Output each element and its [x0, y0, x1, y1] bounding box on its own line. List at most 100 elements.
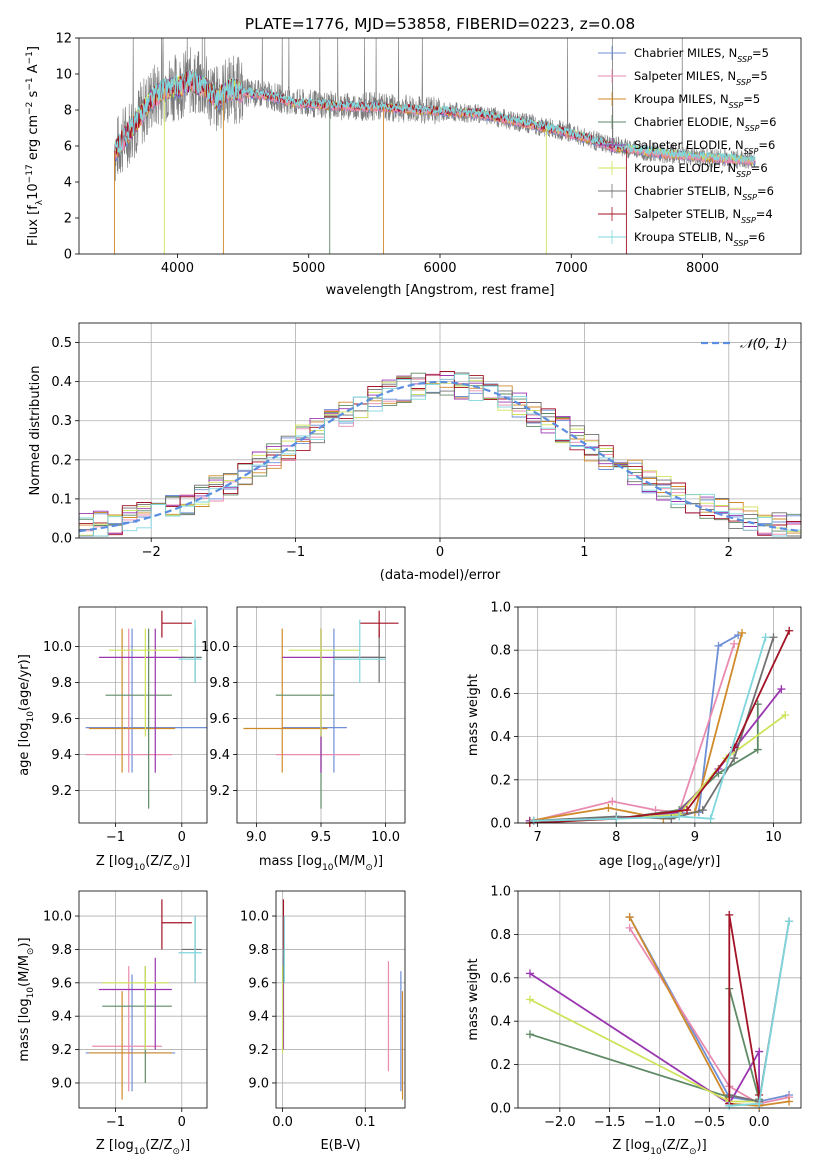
- weight-marker: [785, 1097, 794, 1106]
- y-tick-label: 9.8: [209, 676, 230, 691]
- legend-entry: Kroupa MILES, NSSP=5: [634, 92, 760, 110]
- model-spectrum: [113, 71, 627, 162]
- legend-entry: Salpeter ELODIE, NSSP=6: [634, 138, 775, 156]
- weight-marker: [675, 812, 684, 821]
- legend-entry: Kroupa ELODIE, NSSP=6: [634, 161, 768, 179]
- x-tick-label: −1.0: [644, 1115, 676, 1130]
- weight-line: [533, 636, 775, 822]
- x-tick-label: 0: [178, 1115, 186, 1130]
- y-tick-label: 0.0: [490, 817, 511, 832]
- y-axis-label: age [log10(age/yr)]: [17, 654, 36, 776]
- x-tick-label: 1: [580, 545, 588, 560]
- y-tick-label: 0.2: [51, 453, 72, 468]
- x-tick-label: −1: [106, 1115, 125, 1130]
- y-tick-label: 9.8: [51, 943, 72, 958]
- y-tick-label: 6: [64, 140, 72, 155]
- x-tick-label: −1.5: [594, 1115, 626, 1130]
- y-axis-label: mass [log10(M/M⊙)]: [17, 937, 36, 1061]
- y-tick-label: 9.0: [248, 1076, 269, 1091]
- y-tick-label: 9.2: [51, 1043, 72, 1058]
- weight-marker: [683, 806, 692, 815]
- x-tick-label: 2: [725, 545, 733, 560]
- legend-entry: Kroupa STELIB, NSSP=6: [634, 230, 765, 248]
- weight-marker: [604, 803, 613, 812]
- y-tick-label: 0.5: [51, 336, 72, 351]
- y-tick-label: 10.0: [240, 910, 269, 925]
- weight-marker: [777, 685, 786, 694]
- x-axis-label: Z [log10(Z/Z⊙)]: [612, 1138, 706, 1157]
- weight-marker: [753, 745, 762, 754]
- x-tick-label: −2: [142, 545, 161, 560]
- age_vs_Z-frame: [78, 606, 208, 824]
- x-axis-label: wavelength [Angstrom, rest frame]: [326, 283, 555, 298]
- x-tick-label: −2.0: [544, 1115, 576, 1130]
- y-tick-label: 0.4: [51, 375, 72, 390]
- legend-entry: Chabrier MILES, NSSP=5: [634, 46, 769, 64]
- age_vs_mass-axes: 9.0 9.5 10.0 9.2 9.4 9.6 9.8 10.0: [201, 607, 405, 845]
- y-tick-label: 12: [55, 32, 72, 47]
- y-tick-label: 9.2: [248, 1043, 269, 1058]
- x-tick-label: −1: [286, 545, 305, 560]
- y-tick-label: 0.8: [490, 928, 511, 943]
- weight-line: [529, 714, 786, 823]
- y-tick-label: 0.4: [490, 730, 511, 745]
- weight_vs_age-frame: [517, 606, 802, 824]
- y-tick-label: 1.0: [490, 885, 511, 900]
- weight-line: [628, 927, 790, 1105]
- weight-marker: [625, 923, 634, 932]
- y-tick-label: 9.4: [209, 748, 230, 763]
- y-tick-label: 2: [64, 212, 72, 227]
- y-tick-label: 0.6: [490, 687, 511, 702]
- x-tick-label: 9.5: [311, 830, 332, 845]
- x-axis-label: E(B-V): [320, 1138, 360, 1153]
- residual-histogram: [79, 373, 801, 537]
- model-spectrum: [114, 70, 756, 164]
- weight-marker: [529, 816, 538, 825]
- x-tick-label: 10.0: [371, 830, 400, 845]
- observed-spectrum: [114, 38, 756, 182]
- weight-line: [529, 630, 791, 823]
- weight-marker: [755, 1047, 764, 1056]
- x-tick-label: 0: [436, 545, 444, 560]
- weight-marker: [785, 626, 794, 635]
- weight-marker: [725, 910, 734, 919]
- y-tick-label: 9.2: [209, 784, 230, 799]
- y-tick-label: 4: [64, 176, 72, 191]
- y-tick-label: 9.6: [51, 712, 72, 727]
- weight-marker: [785, 917, 794, 926]
- weight-marker: [738, 628, 747, 637]
- age_vs_mass-frame: [236, 606, 406, 824]
- x-tick-label: 8: [612, 830, 620, 845]
- weight-line: [529, 632, 743, 822]
- weight-marker: [612, 814, 621, 823]
- weight-marker: [608, 797, 617, 806]
- legend-entry: Salpeter MILES, NSSP=5: [634, 69, 768, 87]
- y-axis-label: mass weight: [466, 958, 481, 1040]
- y-tick-label: 9.2: [51, 784, 72, 799]
- spectrum-frame: [78, 37, 802, 255]
- y-tick-label: 0: [64, 248, 72, 263]
- weight-line: [529, 988, 760, 1100]
- y-tick-label: 9.6: [248, 976, 269, 991]
- y-tick-label: 0.2: [490, 1058, 511, 1073]
- legend-entry: Salpeter STELIB, NSSP=4: [634, 207, 773, 225]
- weight-line: [533, 636, 767, 822]
- y-axis-label: mass weight: [466, 674, 481, 756]
- y-tick-label: 0.4: [490, 1015, 511, 1030]
- x-tick-label: 0: [178, 830, 186, 845]
- y-tick-label: 0.1: [51, 492, 72, 507]
- weight-marker: [761, 633, 770, 642]
- y-tick-label: 9.4: [51, 1010, 72, 1025]
- normal-curve: [79, 380, 801, 533]
- y-tick-label: 0.6: [490, 971, 511, 986]
- x-tick-label: −1: [106, 830, 125, 845]
- x-axis-label: mass [log10(M/M⊙)]: [259, 854, 383, 873]
- weight-marker: [525, 1030, 534, 1039]
- y-tick-label: 0.8: [490, 644, 511, 659]
- weight_vs_Z-frame: [517, 890, 802, 1109]
- weight-marker: [730, 754, 739, 763]
- y-tick-label: 9.8: [248, 943, 269, 958]
- y-tick-label: 0.2: [490, 773, 511, 788]
- weight-line: [728, 914, 760, 1104]
